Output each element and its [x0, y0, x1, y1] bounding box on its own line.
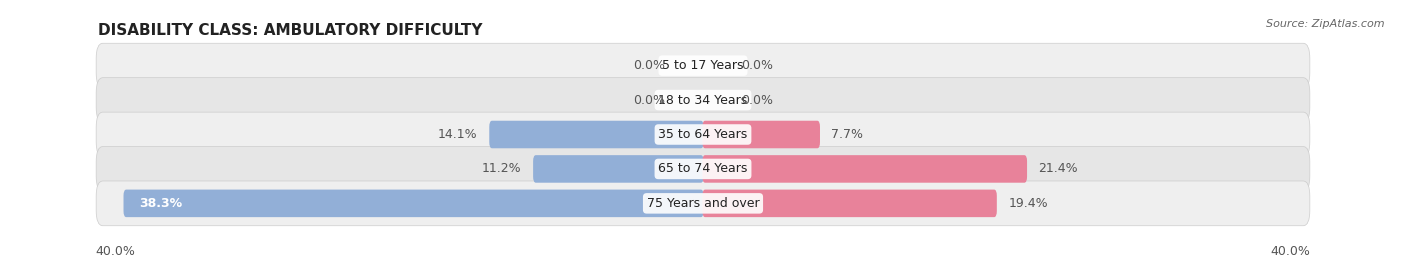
- FancyBboxPatch shape: [96, 78, 1310, 122]
- FancyBboxPatch shape: [96, 43, 1310, 88]
- Text: 65 to 74 Years: 65 to 74 Years: [658, 162, 748, 175]
- FancyBboxPatch shape: [124, 190, 703, 217]
- Text: 14.1%: 14.1%: [439, 128, 478, 141]
- FancyBboxPatch shape: [703, 190, 997, 217]
- Text: 7.7%: 7.7%: [831, 128, 863, 141]
- FancyBboxPatch shape: [96, 181, 1310, 226]
- FancyBboxPatch shape: [96, 147, 1310, 191]
- Text: 18 to 34 Years: 18 to 34 Years: [658, 94, 748, 107]
- FancyBboxPatch shape: [533, 155, 703, 183]
- Text: 38.3%: 38.3%: [139, 197, 183, 210]
- Text: 21.4%: 21.4%: [1039, 162, 1078, 175]
- FancyBboxPatch shape: [703, 155, 1026, 183]
- FancyBboxPatch shape: [489, 121, 703, 148]
- Text: 35 to 64 Years: 35 to 64 Years: [658, 128, 748, 141]
- Text: 40.0%: 40.0%: [1271, 245, 1310, 258]
- Text: 0.0%: 0.0%: [633, 59, 665, 72]
- Text: 75 Years and over: 75 Years and over: [647, 197, 759, 210]
- Text: 0.0%: 0.0%: [633, 94, 665, 107]
- FancyBboxPatch shape: [703, 121, 820, 148]
- Text: 5 to 17 Years: 5 to 17 Years: [662, 59, 744, 72]
- Text: 19.4%: 19.4%: [1008, 197, 1047, 210]
- Text: 11.2%: 11.2%: [482, 162, 522, 175]
- Text: Source: ZipAtlas.com: Source: ZipAtlas.com: [1267, 19, 1385, 29]
- Text: 40.0%: 40.0%: [96, 245, 135, 258]
- Text: 0.0%: 0.0%: [741, 94, 773, 107]
- FancyBboxPatch shape: [96, 112, 1310, 157]
- Text: DISABILITY CLASS: AMBULATORY DIFFICULTY: DISABILITY CLASS: AMBULATORY DIFFICULTY: [98, 23, 482, 38]
- Text: 0.0%: 0.0%: [741, 59, 773, 72]
